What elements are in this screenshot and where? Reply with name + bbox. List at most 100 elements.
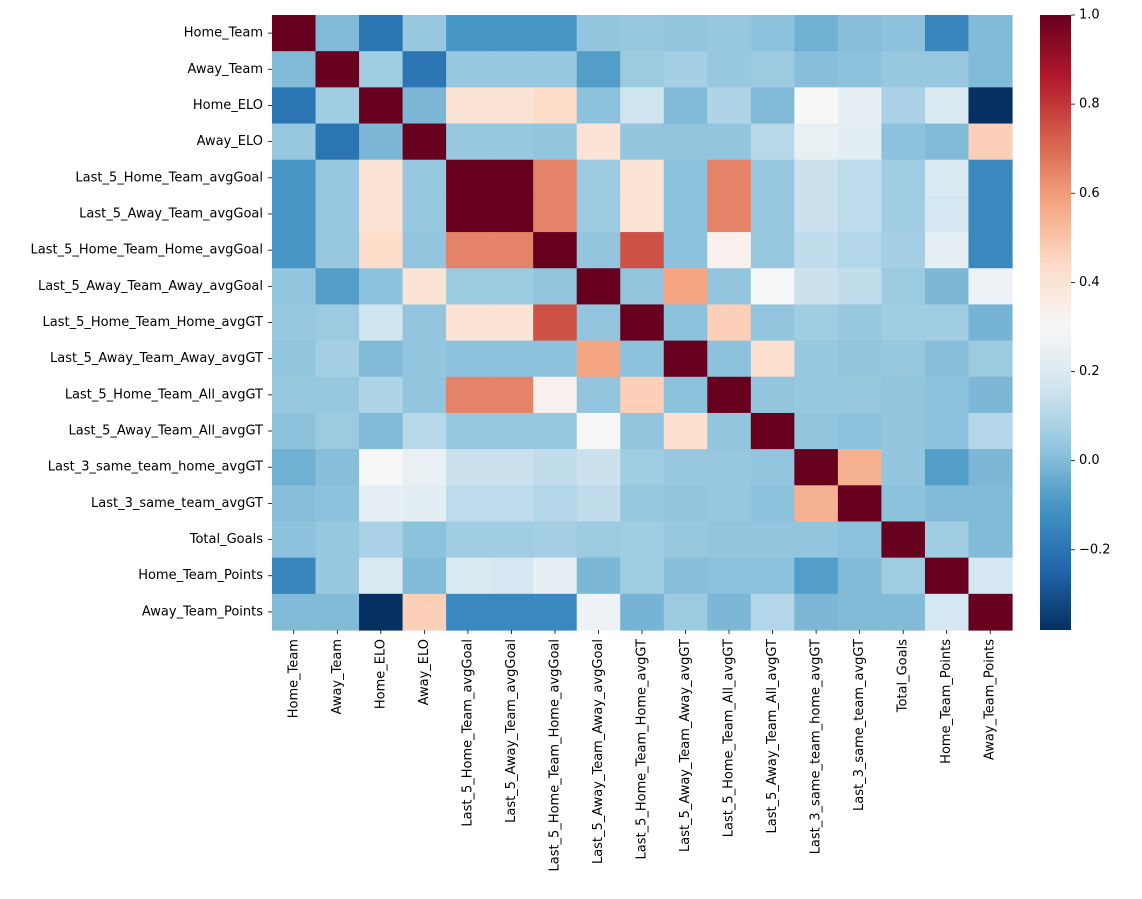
x-tick-label: Last_5_Home_Team_Home_avgGoal [547,639,562,872]
heatmap-cell [533,87,578,125]
heatmap-cell [881,232,926,269]
heatmap-cell [707,449,752,486]
heatmap-cell [968,232,1013,269]
heatmap-cell [272,268,317,306]
heatmap-cell [750,15,795,52]
heatmap-cell [663,195,708,233]
heatmap-cell [272,449,317,486]
heatmap-cell [489,87,534,125]
heatmap-cell [315,232,360,269]
x-tick-label: Last_5_Home_Team_avgGoal [460,639,475,827]
colorbar-tick-label: 0.6 [1079,186,1100,201]
x-tick-label: Last_5_Home_Team_Home_avgGT [635,639,650,860]
heatmap-cell [620,123,665,161]
x-tick-label: Last_3_same_team_home_avgGT [809,639,824,854]
heatmap-cell [924,376,970,414]
y-tick-label: Last_5_Home_Team_All_avgGT [65,387,263,402]
heatmap-cell [837,557,883,595]
y-tick-label: Last_5_Away_Team_All_avgGT [69,424,264,439]
heatmap-cell [837,340,883,378]
heatmap-cell [489,268,534,306]
x-tick-label: Last_5_Home_Team_All_avgGT [722,639,737,837]
heatmap-cell [315,521,360,559]
heatmap-cell [750,593,795,631]
heatmap-cell [837,376,883,414]
heatmap-cell [489,449,534,486]
heatmap-cell [446,51,491,88]
heatmap-cell [402,268,447,306]
heatmap-cell [359,232,404,269]
colorbar-tick-label: 0.2 [1079,364,1100,379]
heatmap-cell [881,15,926,52]
heatmap-cell [881,268,926,306]
heatmap-cell [489,485,534,523]
heatmap-cell [533,268,578,306]
colorbar-tick-label: 0.4 [1079,275,1100,290]
heatmap-cell [663,376,708,414]
heatmap-cell [359,159,404,197]
heatmap-cell [663,87,708,125]
heatmap-cell [489,557,534,595]
heatmap-cell [576,232,621,269]
heatmap-cell [968,449,1013,486]
heatmap-cell [533,123,578,161]
heatmap-cell [576,412,621,450]
heatmap-cell [315,304,360,342]
heatmap-cell [315,340,360,378]
heatmap-cell [359,557,404,595]
heatmap-cell [837,449,883,486]
heatmap-cell [881,195,926,233]
heatmap-cell [402,87,447,125]
y-tick-label: Away_ELO [197,134,263,149]
heatmap-cell [272,593,317,631]
heatmap-cell [576,521,621,559]
y-tick-label: Last_5_Away_Team_Away_avgGT [50,351,263,366]
heatmap-cell [968,159,1013,197]
heatmap-cell [272,232,317,269]
heatmap-cell [881,376,926,414]
heatmap-cell [402,376,447,414]
heatmap-cell [750,304,795,342]
heatmap-cell [533,340,578,378]
colorbar-tick-label: 0.0 [1079,453,1100,468]
x-tick-label: Last_5_Away_Team_All_avgGT [765,639,780,834]
heatmap-cell [446,268,491,306]
heatmap-cell [794,268,839,306]
heatmap-cell [837,195,883,233]
heatmap-cell [315,87,360,125]
heatmap-cell [576,304,621,342]
heatmap-cell [750,449,795,486]
heatmap-cell [533,304,578,342]
colorbar-gradient [1040,15,1071,630]
heatmap-cell [576,195,621,233]
heatmap-cell [315,593,360,631]
x-tick-label: Away_Team_Points [983,639,998,760]
y-tick-label: Last_3_same_team_home_avgGT [48,460,263,475]
heatmap-cell [924,15,970,52]
heatmap-cell [663,412,708,450]
heatmap-cell [707,412,752,450]
heatmap-cell [924,412,970,450]
heatmap-cell [489,340,534,378]
y-tick-label: Home_ELO [193,98,263,113]
heatmap-cell [837,485,883,523]
heatmap-cell [924,304,970,342]
heatmap-cell [359,15,404,52]
heatmap-cell [837,593,883,631]
heatmap-cell [750,195,795,233]
heatmap-cell [794,232,839,269]
heatmap-cell [620,268,665,306]
heatmap-cell [837,304,883,342]
heatmap-cell [707,15,752,52]
heatmap-cell [663,51,708,88]
heatmap-cell [881,485,926,523]
heatmap-cell [272,340,317,378]
heatmap-cell [359,51,404,88]
x-tick-label: Away_ELO [417,639,432,705]
colorbar-tick-label: 0.8 [1079,97,1100,112]
heatmap-cell [794,15,839,52]
heatmap-cell [663,449,708,486]
y-tick-label: Home_Team [184,26,263,41]
heatmap-cell [663,159,708,197]
x-tick-label: Last_5_Away_Team_Away_avgGT [678,639,693,852]
